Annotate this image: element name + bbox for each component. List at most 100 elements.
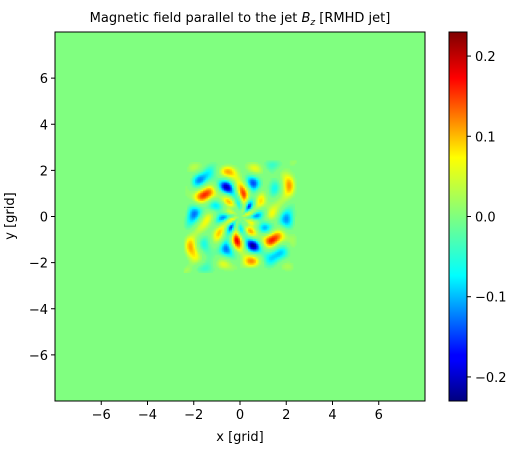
heatmap-cell [215, 226, 218, 229]
heatmap-cell [243, 187, 246, 190]
heatmap-cell [265, 163, 268, 166]
heatmap-cell [201, 198, 204, 201]
heatmap-cell [267, 202, 270, 205]
heatmap-cell [254, 240, 257, 243]
heatmap-cell [264, 200, 267, 203]
heatmap-cell [235, 195, 238, 198]
heatmap-cell [228, 234, 231, 237]
heatmap-cell [248, 232, 251, 235]
heatmap-cell [203, 222, 206, 225]
heatmap-cell [249, 213, 252, 216]
heatmap-cell [248, 266, 251, 269]
heatmap-cell [289, 171, 292, 174]
heatmap-cell [236, 221, 239, 224]
heatmap-cell [195, 246, 198, 249]
heatmap-cell [190, 221, 193, 224]
heatmap-cell [265, 240, 268, 243]
heatmap-cell [260, 218, 263, 221]
heatmap-cell [235, 200, 238, 203]
heatmap-cell [257, 187, 260, 190]
heatmap-cell [193, 216, 196, 219]
heatmap-cell [225, 232, 228, 235]
heatmap-cell [283, 184, 286, 187]
heatmap-cell [270, 254, 273, 257]
heatmap-cell [265, 264, 268, 267]
heatmap-cell [235, 198, 238, 201]
heatmap-cell [222, 184, 225, 187]
heatmap-cell [220, 173, 223, 176]
heatmap-cell [206, 269, 209, 272]
heatmap-cell [273, 254, 276, 257]
heatmap-cell [291, 219, 294, 222]
heatmap-cell [199, 242, 202, 245]
heatmap-cell [276, 227, 279, 230]
heatmap-cell [259, 198, 262, 201]
heatmap-cell [260, 192, 263, 195]
heatmap-cell [183, 251, 186, 254]
heatmap-cell [259, 253, 262, 256]
heatmap-cell [291, 242, 294, 245]
heatmap-cell [220, 261, 223, 264]
heatmap-cell [207, 242, 210, 245]
heatmap-cell [198, 200, 201, 203]
heatmap-cell [215, 163, 218, 166]
heatmap-cell [273, 256, 276, 259]
heatmap-cell [272, 190, 275, 193]
heatmap-cell [185, 218, 188, 221]
heatmap-cell [280, 256, 283, 259]
heatmap-cell [227, 230, 230, 233]
heatmap-cell [219, 229, 222, 232]
heatmap-cell [228, 174, 231, 177]
heatmap-cell [278, 216, 281, 219]
heatmap-cell [246, 187, 249, 190]
heatmap-cell [227, 245, 230, 248]
heatmap-cell [262, 198, 265, 201]
heatmap-cell [262, 237, 265, 240]
heatmap-cell [195, 232, 198, 235]
heatmap-cell [240, 261, 243, 264]
heatmap-cell [283, 210, 286, 213]
heatmap-cell [225, 186, 228, 189]
heatmap-cell [248, 174, 251, 177]
heatmap-cell [214, 232, 217, 235]
heatmap-cell [272, 258, 275, 261]
heatmap-cell [236, 242, 239, 245]
heatmap-cell [265, 250, 268, 253]
heatmap-cell [272, 216, 275, 219]
heatmap-cell [187, 245, 190, 248]
heatmap-cell [270, 222, 273, 225]
heatmap-cell [292, 195, 296, 198]
heatmap-cell [217, 219, 220, 222]
heatmap-cell [241, 253, 244, 256]
y-tick-label: −2 [29, 257, 48, 272]
heatmap-cell [257, 181, 260, 184]
heatmap-cell [215, 182, 218, 185]
heatmap-cell [265, 202, 268, 205]
heatmap-cell [204, 224, 207, 227]
heatmap-cell [230, 232, 233, 235]
heatmap-cell [240, 229, 243, 232]
heatmap-cell [254, 250, 257, 253]
heatmap-cell [227, 181, 230, 184]
heatmap-cell [183, 222, 186, 225]
heatmap-cell [225, 267, 228, 270]
heatmap-cell [254, 245, 257, 248]
heatmap-cell [222, 226, 225, 229]
heatmap-cell [219, 243, 222, 246]
heatmap-cell [284, 181, 287, 184]
heatmap-cell [231, 173, 234, 176]
colorbar-gradient [448, 31, 468, 402]
heatmap-cell [231, 174, 234, 177]
heatmap-cell [243, 237, 246, 240]
heatmap-cell [188, 258, 191, 261]
heatmap-cell [195, 237, 198, 240]
heatmap-cell [272, 179, 275, 182]
heatmap-cell [284, 174, 287, 177]
heatmap-cell [198, 270, 201, 273]
heatmap-cell [235, 173, 238, 176]
heatmap-cell [284, 256, 287, 259]
heatmap-cell [199, 202, 202, 205]
heatmap-cell [201, 195, 204, 198]
heatmap-cell [244, 238, 247, 241]
heatmap-cell [270, 256, 273, 259]
